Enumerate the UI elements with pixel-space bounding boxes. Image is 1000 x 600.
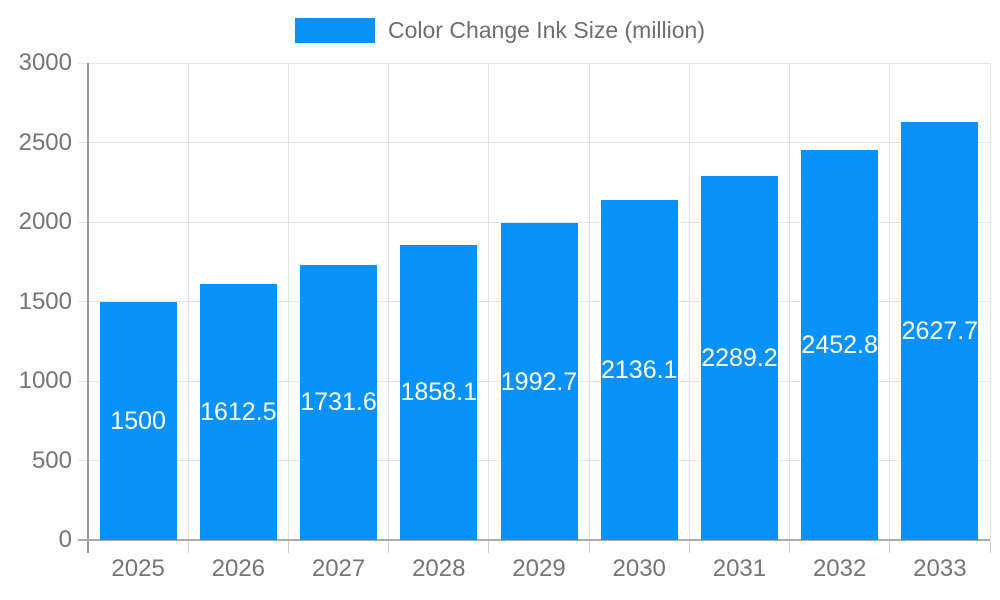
legend: Color Change Ink Size (million) — [0, 17, 1000, 44]
gridline-v — [989, 63, 991, 540]
bar-2025[interactable] — [99, 301, 177, 540]
x-tick — [187, 541, 189, 553]
gridline-v — [688, 63, 690, 540]
bar-value-label-2030: 2136.1 — [600, 356, 678, 385]
x-tick-label-2026: 2026 — [211, 555, 266, 582]
x-tick-label-2029: 2029 — [512, 555, 566, 582]
bar-value-label-2033: 2627.7 — [901, 317, 979, 346]
x-tick — [588, 541, 590, 553]
bar-2029[interactable] — [500, 223, 578, 540]
bar-value-label-2025: 1500 — [110, 406, 166, 435]
x-tick-label-2033: 2033 — [913, 555, 967, 582]
gridline-v — [287, 63, 289, 540]
x-tick-label-2028: 2028 — [412, 555, 466, 582]
gridline-v — [187, 63, 189, 540]
gridline-v — [889, 63, 891, 540]
bar-2028[interactable] — [400, 244, 478, 540]
bar-2033[interactable] — [901, 122, 979, 540]
bar-2026[interactable] — [199, 283, 277, 540]
x-tick-label-2032: 2032 — [812, 555, 867, 582]
x-tick-label-2027: 2027 — [311, 555, 366, 582]
y-tick-label: 0 — [58, 526, 72, 553]
x-tick-label-2025: 2025 — [111, 555, 165, 582]
x-tick — [889, 541, 891, 553]
y-tick-label: 3000 — [18, 49, 72, 76]
legend-swatch — [294, 18, 375, 43]
bar-value-label-2027: 1731.6 — [300, 388, 377, 417]
bar-value-label-2032: 2452.8 — [801, 331, 878, 359]
gridline-v — [488, 63, 490, 540]
bar-value-label-2028: 1858.1 — [400, 378, 477, 407]
x-tick-label-2031: 2031 — [712, 555, 767, 582]
bar-value-label-2026: 1612.5 — [200, 397, 277, 426]
x-tick — [688, 541, 690, 553]
gridline-h-2500 — [78, 142, 990, 143]
x-tick — [789, 541, 791, 553]
gridline-v — [388, 63, 390, 540]
x-tick — [989, 541, 991, 553]
gridline-v — [588, 63, 590, 540]
legend-item[interactable]: Color Change Ink Size (million) — [294, 17, 705, 44]
bar-2032[interactable] — [801, 150, 879, 540]
gridline-h-2000 — [78, 221, 990, 223]
x-tick — [287, 541, 289, 553]
y-tick-label: 2000 — [18, 208, 72, 235]
y-tick-label: 2500 — [18, 128, 72, 156]
gridline-v — [789, 63, 791, 540]
bar-2027[interactable] — [300, 264, 378, 540]
y-tick-label: 1000 — [18, 367, 72, 394]
x-axis-line — [78, 539, 990, 541]
legend-label: Color Change Ink Size (million) — [387, 17, 705, 43]
x-tick — [488, 541, 490, 553]
bar-value-label-2029: 1992.7 — [500, 367, 578, 396]
bar-2030[interactable] — [600, 200, 678, 540]
bar-2031[interactable] — [700, 176, 778, 540]
bar-value-label-2031: 2289.2 — [701, 344, 778, 372]
x-tick — [388, 541, 390, 553]
y-tick-label: 500 — [31, 446, 72, 474]
y-tick-label: 1500 — [18, 287, 72, 315]
x-tick-label-2030: 2030 — [612, 555, 666, 582]
y-axis-line — [87, 63, 89, 553]
gridline-h-3000 — [78, 62, 990, 64]
